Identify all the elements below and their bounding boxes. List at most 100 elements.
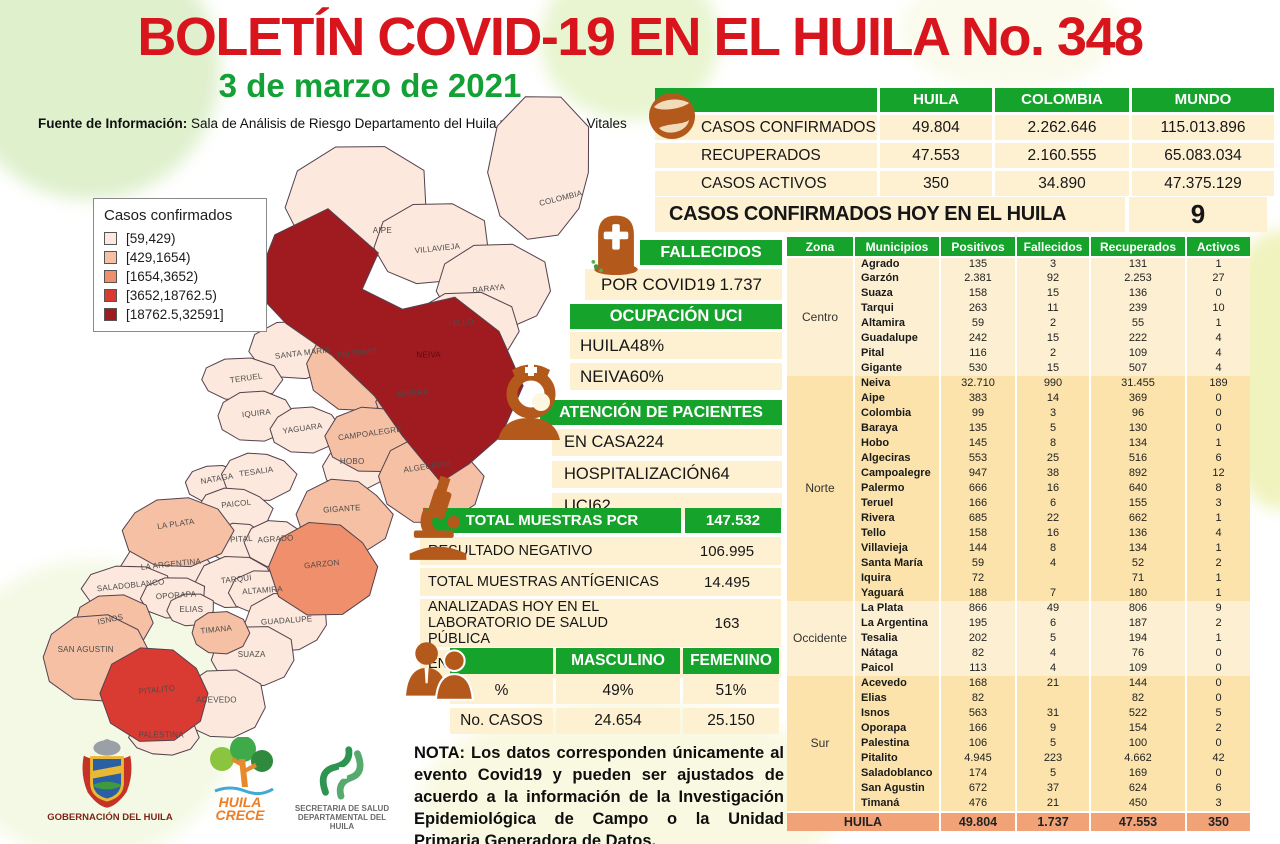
legend-label: [3652,18762.5) [126, 288, 217, 303]
municipality-label-iquira: IQUIRA [242, 407, 272, 419]
value-cell: 2.381 [941, 271, 1015, 286]
municipality-cell: Tello [855, 526, 939, 541]
legend-item: [1654,3652) [104, 269, 256, 284]
value-cell: 5 [1017, 766, 1089, 781]
zone-table-col-header: Fallecidos [1017, 237, 1089, 256]
value-cell: 12 [1187, 466, 1250, 481]
zone-table-row: Teruel 166 6 155 3 [787, 496, 1250, 511]
muestras-header: TOTAL MUESTRAS PCR 147.532 [423, 508, 781, 533]
value-cell: 16 [1017, 481, 1089, 496]
value-cell: 4.662 [1091, 751, 1185, 766]
legend-item: [59,429) [104, 231, 256, 246]
muestras-row-label: ANALIZADAS HOY EN EL LABORATORIO DE SALU… [428, 599, 608, 647]
value-cell: 530 [941, 361, 1015, 376]
municipality-cell: Rivera [855, 511, 939, 526]
municipality-label-baraya: BARAYA [472, 282, 506, 294]
value-cell: 4 [1017, 556, 1089, 571]
zone-table-row: Palermo 666 16 640 8 [787, 481, 1250, 496]
value-cell: 0 [1187, 391, 1250, 406]
zone-table-row: Garzón 2.381 92 2.253 27 [787, 271, 1250, 286]
zone-table-row: Guadalupe 242 15 222 4 [787, 331, 1250, 346]
value-cell: 16 [1017, 526, 1089, 541]
legend-swatch [104, 251, 117, 264]
value-cell: 131 [1091, 256, 1185, 271]
value-cell: 144 [1091, 676, 1185, 691]
uci-row: HUILA 48% [570, 332, 782, 359]
muestras-row-label: TOTAL MUESTRAS ANTÍGENICAS [428, 574, 659, 590]
value-cell: 6 [1017, 616, 1089, 631]
legend-swatch [104, 289, 117, 302]
municipality-cell: Isnos [855, 706, 939, 721]
value-cell: 3 [1187, 496, 1250, 511]
value-cell: 242 [941, 331, 1015, 346]
value-cell: 222 [1091, 331, 1185, 346]
municipality-label-suaza: SUAZA [238, 650, 266, 659]
atencion-row-label: HOSPITALIZACIÓN [564, 465, 712, 483]
value-cell: 0 [1187, 286, 1250, 301]
value-cell: 11 [1017, 301, 1089, 316]
today-label: CASOS CONFIRMADOS HOY EN EL HUILA [655, 197, 1125, 232]
value-cell: 0 [1187, 406, 1250, 421]
secretaria-caption-line1: SECRETARIA DE SALUD [294, 804, 390, 813]
value-cell: 32.710 [941, 376, 1015, 391]
today-bar: CASOS CONFIRMADOS HOY EN EL HUILA 9 [655, 197, 1267, 232]
zone-name-cell: Occidente [787, 601, 853, 676]
value-cell: 0 [1187, 736, 1250, 751]
municipality-cell: Baraya [855, 421, 939, 436]
zone-table-col-header: Recuperados [1091, 237, 1185, 256]
value-cell: 174 [941, 766, 1015, 781]
value-cell: 0 [1187, 766, 1250, 781]
summary-cell: 49.804 [880, 115, 992, 140]
municipality-label-altamira: ALTAMIRA [242, 584, 284, 596]
value-cell: 947 [941, 466, 1015, 481]
value-cell: 640 [1091, 481, 1185, 496]
muestras-row-value: 14.495 [704, 573, 750, 591]
value-cell [1017, 691, 1089, 706]
gobernacion-logo [82, 739, 132, 808]
zone-table-row: Tarqui 263 11 239 10 [787, 301, 1250, 316]
value-cell: 31.455 [1091, 376, 1185, 391]
uci-row-label: NEIVA [580, 366, 630, 386]
value-cell: 2 [1187, 616, 1250, 631]
value-cell: 476 [941, 796, 1015, 811]
municipality-label-garzon: GARZON [304, 558, 340, 571]
atencion-row: HOSPITALIZACIÓN 64 [552, 461, 782, 488]
value-cell: 553 [941, 451, 1015, 466]
fallecidos-value: 1.737 [719, 274, 762, 294]
municipality-cell: La Argentina [855, 616, 939, 631]
legend-swatch [104, 308, 117, 321]
value-cell: 166 [941, 721, 1015, 736]
value-cell: 31 [1017, 706, 1089, 721]
muestras-row-value: 163 [714, 614, 740, 632]
value-cell: 144 [941, 541, 1015, 556]
muestras-header-label: TOTAL MUESTRAS PCR [423, 508, 681, 533]
municipality-cell: Acevedo [855, 676, 939, 691]
value-cell: 3 [1017, 406, 1089, 421]
fallecidos-row: POR COVID19 1.737 [585, 269, 782, 300]
value-cell: 109 [1091, 661, 1185, 676]
zone-table-row: Sur Acevedo 168 21 144 0 [787, 676, 1250, 811]
value-cell: 892 [1091, 466, 1185, 481]
total-value-cell: 1.737 [1017, 811, 1089, 831]
source-label: Fuente de Información: [38, 116, 188, 131]
value-cell: 96 [1091, 406, 1185, 421]
municipality-label-paicol: PAICOL [221, 498, 252, 510]
muestras-row: RESULTADO NEGATIVO 106.995 [420, 537, 781, 565]
summary-cell: 2.160.555 [995, 143, 1129, 168]
municipality-label-acevedo: ACEVEDO [196, 695, 237, 704]
legend-item: [429,1654) [104, 250, 256, 265]
value-cell: 1 [1187, 586, 1250, 601]
zone-table-header-row: Zona Municipios Positivos Fallecidos Recuper… [787, 237, 1250, 256]
genero-row-label: No. CASOS [450, 708, 553, 734]
genero-col-header: FEMENINO [683, 648, 779, 674]
municipality-cell: Iquira [855, 571, 939, 586]
value-cell: 55 [1091, 316, 1185, 331]
muestras-row: TOTAL MUESTRAS ANTÍGENICAS 14.495 [420, 568, 781, 596]
value-cell: 0 [1187, 676, 1250, 691]
uci-row-label: HUILA [580, 335, 631, 355]
value-cell: 59 [941, 316, 1015, 331]
value-cell: 99 [941, 406, 1015, 421]
value-cell: 134 [1091, 436, 1185, 451]
muestras-header-value: 147.532 [685, 508, 781, 533]
